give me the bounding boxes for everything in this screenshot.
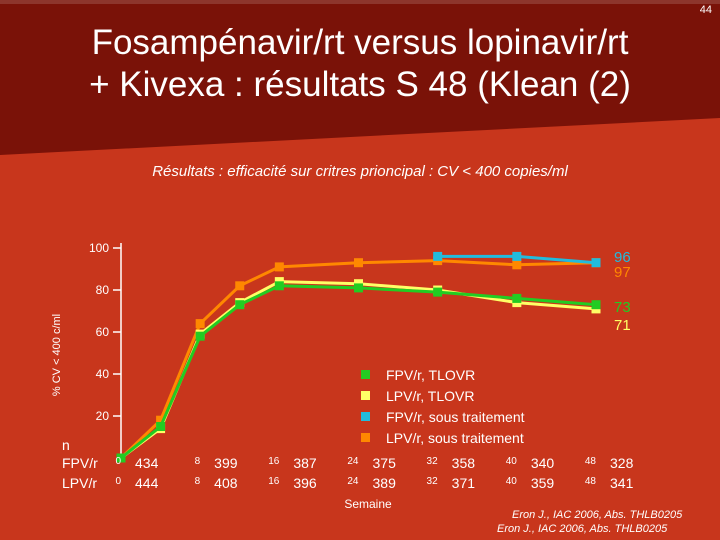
legend-label: LPV/r, sous traitement	[386, 430, 524, 446]
series-marker-0	[512, 293, 522, 303]
n-value: 341	[610, 475, 634, 491]
series-marker-3	[156, 415, 166, 425]
series-marker-0	[156, 422, 166, 431]
series-line-1	[120, 280, 597, 460]
n-value: 389	[373, 475, 397, 491]
n-week-label: 48	[585, 476, 597, 487]
n-value: 434	[135, 455, 159, 471]
page-number: 44	[699, 4, 712, 16]
y-tick-label: 60	[96, 325, 110, 339]
end-value-label: 96	[614, 249, 631, 266]
n-row-label: FPV/r	[62, 455, 98, 471]
series-marker-3	[512, 260, 522, 270]
series-marker-3	[274, 262, 284, 272]
series-marker-0	[433, 287, 443, 297]
y-tick-label: 40	[96, 367, 110, 381]
series-marker-0	[354, 283, 363, 293]
n-table-header: n	[62, 437, 70, 453]
n-value: 396	[293, 475, 317, 491]
legend-label: LPV/r, TLOVR	[386, 388, 474, 404]
x-axis-label: Semaine	[344, 497, 392, 511]
title-line-2: + Kivexa : résultats S 48 (Klean (2)	[89, 65, 631, 104]
n-week-label: 16	[268, 476, 280, 487]
footer-reference-2: Eron J., IAC 2006, Abs. THLB0205	[497, 523, 668, 535]
y-tick-label: 20	[96, 409, 110, 423]
series-marker-3	[235, 281, 245, 291]
series-marker-3	[354, 258, 363, 268]
n-value: 375	[373, 455, 397, 471]
end-value-label: 73	[614, 299, 631, 316]
n-value: 408	[214, 475, 238, 491]
chart-subtitle: Résultats : efficacité sur critres prion…	[152, 163, 568, 180]
n-week-label: 16	[268, 456, 280, 467]
n-value: 371	[452, 475, 476, 491]
legend-label: FPV/r, sous traitement	[386, 409, 525, 425]
n-value: 328	[610, 455, 634, 471]
y-tick-label: 80	[96, 283, 110, 297]
legend-label: FPV/r, TLOVR	[386, 367, 475, 383]
n-value: 444	[135, 475, 159, 491]
n-row-label: LPV/r	[62, 475, 97, 491]
n-value: 340	[531, 455, 555, 471]
n-week-label: 40	[506, 456, 518, 467]
n-value: 358	[452, 455, 476, 471]
legend-swatch	[361, 412, 370, 421]
page-title: Fosampénavir/rt versus lopinavir/rt + Ki…	[0, 22, 720, 106]
n-week-label: 0	[115, 456, 121, 467]
series-marker-2	[591, 258, 601, 268]
legend-swatch	[361, 370, 370, 379]
n-week-label: 0	[115, 476, 121, 487]
n-week-label: 8	[195, 456, 201, 467]
end-value-label: 97	[614, 264, 631, 281]
n-week-label: 40	[506, 476, 518, 487]
series-marker-3	[195, 319, 205, 329]
y-tick-label: 100	[89, 241, 109, 255]
n-value: 359	[531, 475, 555, 491]
footer-reference-1: Eron J., IAC 2006, Abs. THLB0205	[512, 509, 683, 521]
legend-swatch	[361, 391, 370, 400]
n-week-label: 32	[427, 456, 439, 467]
series-marker-0	[235, 300, 245, 310]
n-value: 387	[293, 455, 317, 471]
legend-swatch	[361, 433, 370, 442]
n-week-label: 48	[585, 456, 597, 467]
series-marker-0	[195, 331, 205, 341]
n-week-label: 8	[195, 476, 201, 487]
series-marker-0	[274, 281, 284, 291]
n-value: 399	[214, 455, 238, 471]
series-marker-0	[116, 453, 126, 463]
series-line-0	[120, 284, 597, 460]
n-week-label: 32	[427, 476, 439, 487]
n-week-label: 24	[347, 456, 359, 467]
end-value-label: 71	[614, 317, 631, 334]
n-week-label: 24	[347, 476, 359, 487]
series-marker-0	[591, 300, 601, 310]
series-marker-2	[512, 251, 522, 261]
title-line-1: Fosampénavir/rt versus lopinavir/rt	[91, 23, 629, 62]
series-marker-2	[433, 251, 443, 261]
y-axis-label: % CV < 400 c/ml	[51, 314, 63, 396]
